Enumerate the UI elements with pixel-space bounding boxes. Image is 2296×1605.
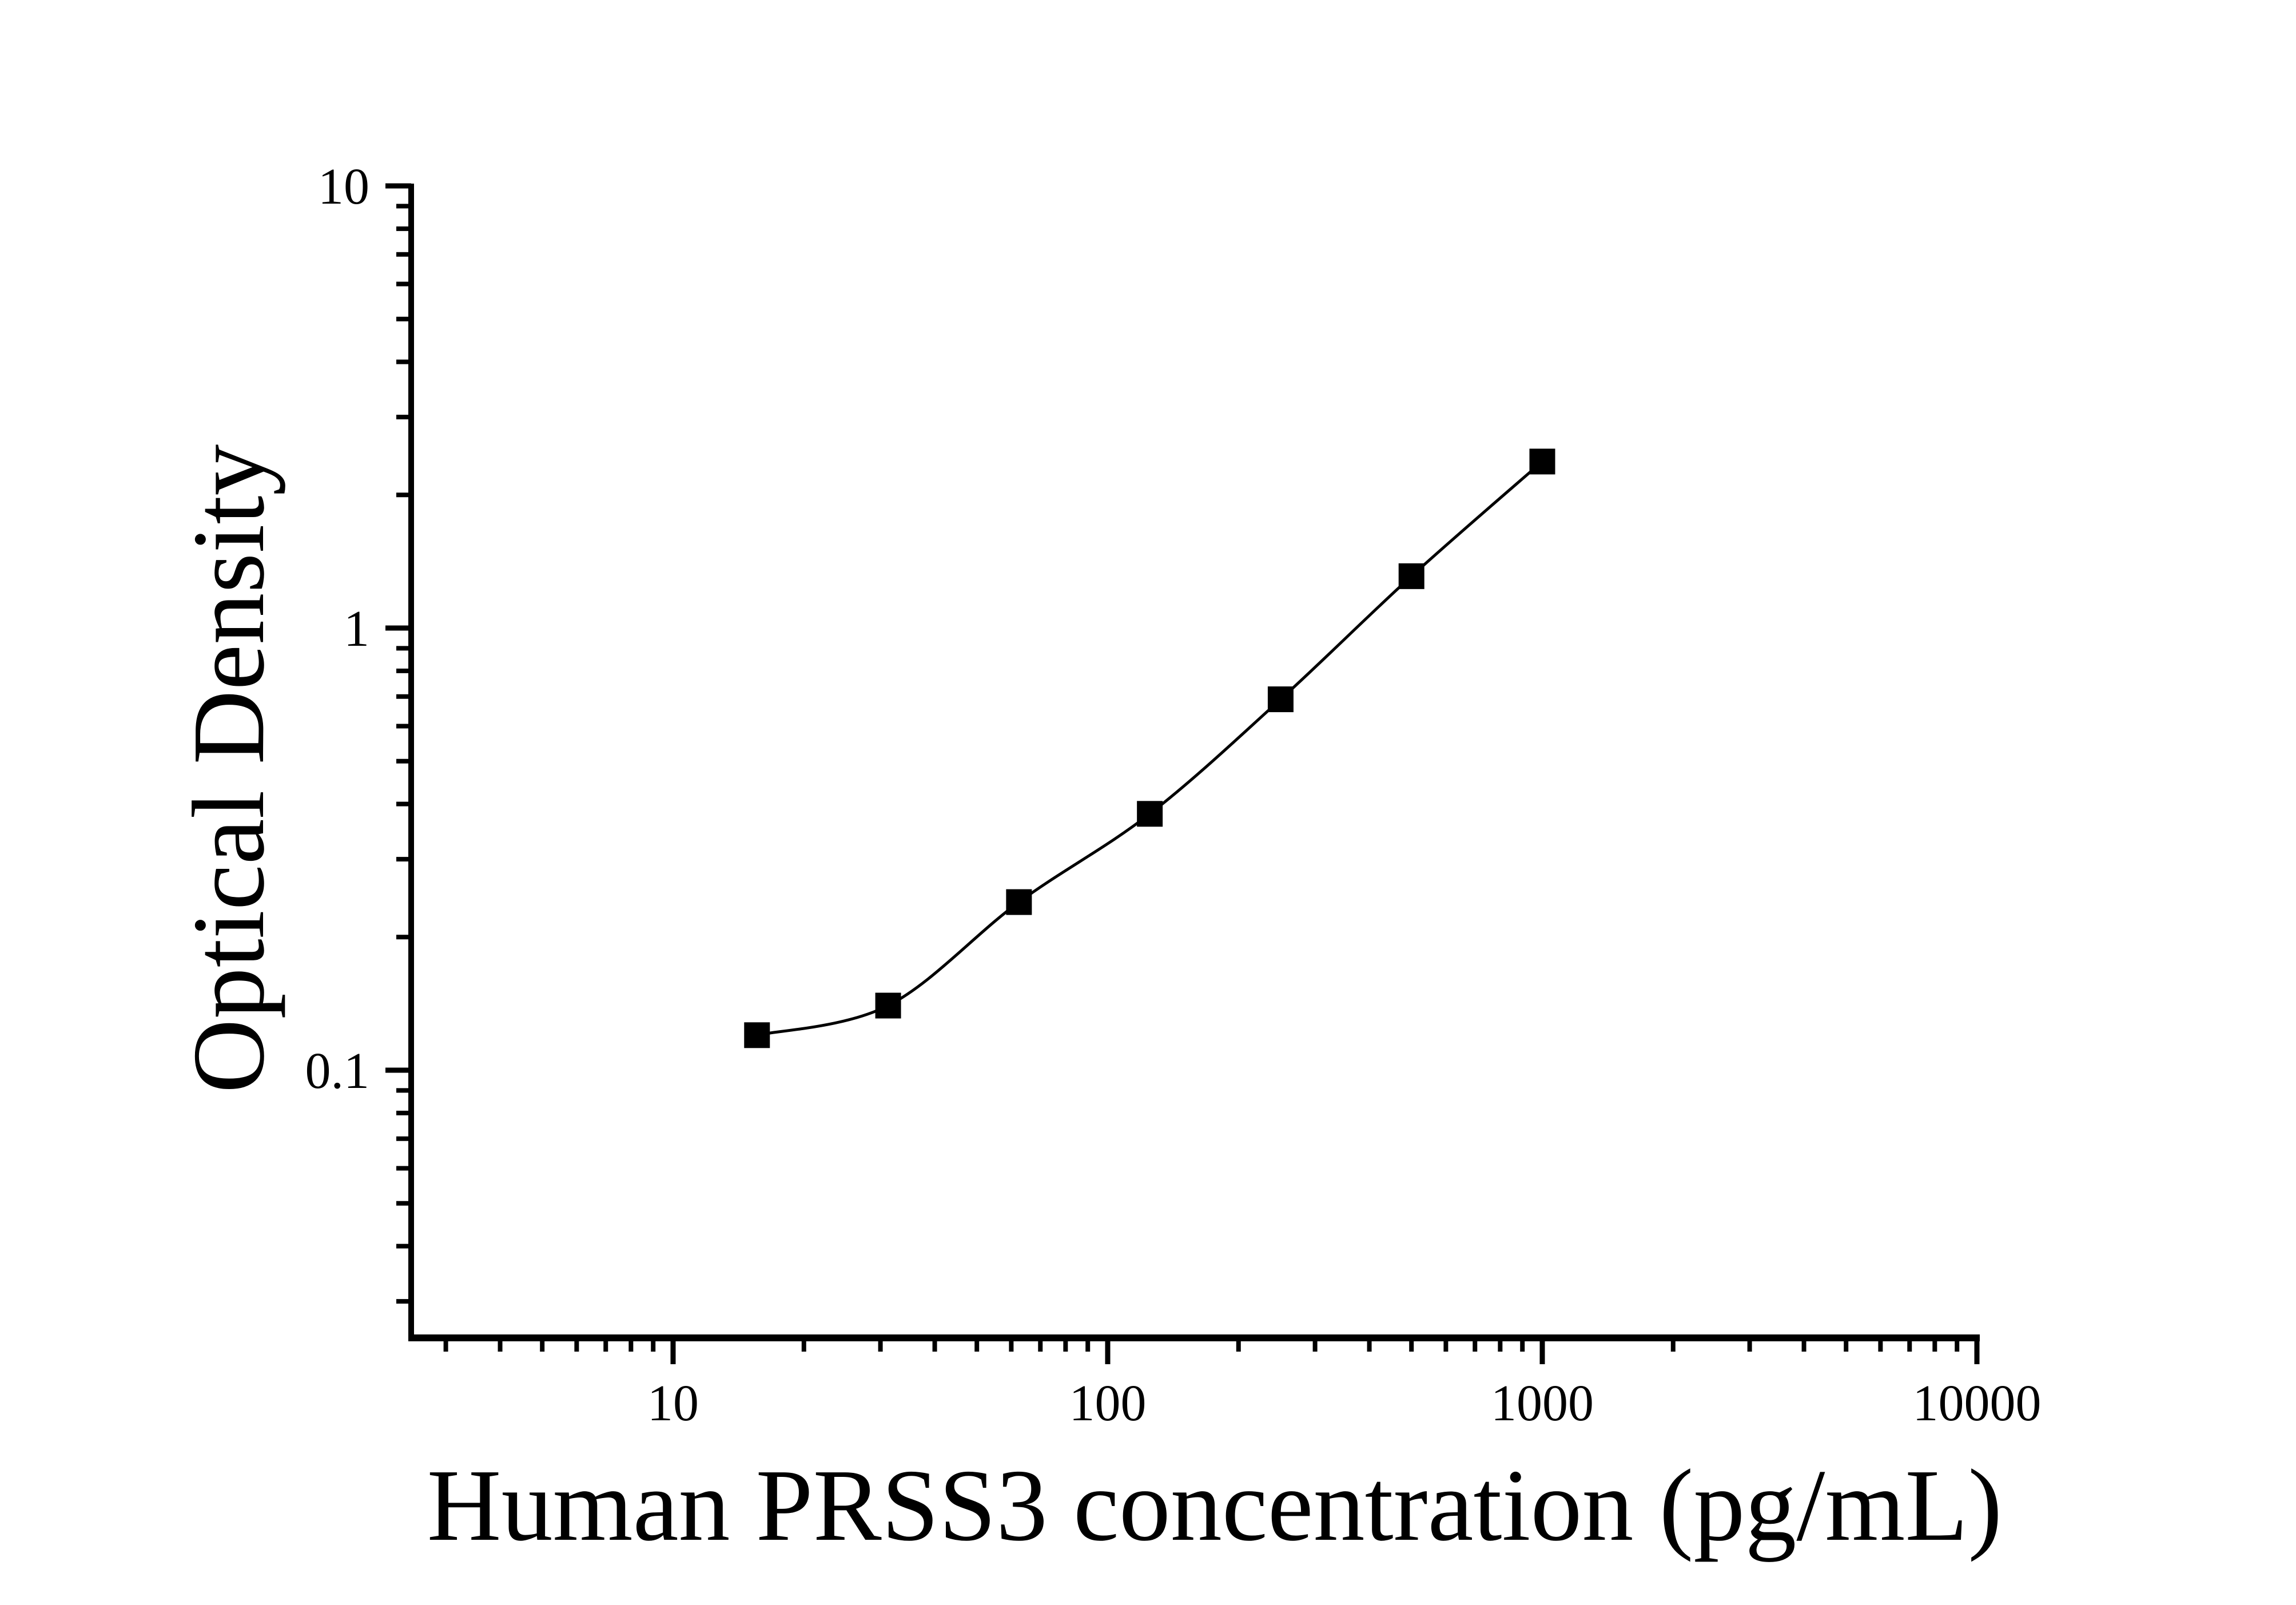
data-point-marker: [1267, 686, 1294, 713]
y-tick-label: 0.1: [305, 1043, 370, 1099]
x-axis-title: Human PRSS3 concentration (pg/mL): [427, 1448, 2003, 1562]
x-tick-label: 100: [1069, 1375, 1147, 1432]
data-point-marker: [875, 992, 901, 1019]
x-tick-label: 1000: [1491, 1375, 1594, 1432]
x-tick-label: 10: [647, 1375, 699, 1432]
series-layer: [744, 448, 1555, 1048]
y-tick-label: 10: [318, 158, 369, 215]
y-tick-label: 1: [344, 601, 369, 657]
x-tick-label: 10000: [1913, 1375, 2042, 1432]
standard-curve-line: [757, 460, 1543, 1037]
data-point-marker: [1398, 563, 1424, 589]
ticks-layer: 10 100 1000 10000 10 1 0.1: [305, 158, 2042, 1432]
data-point-marker: [1529, 448, 1555, 475]
data-point-marker: [1006, 889, 1032, 915]
y-axis-title: Optical Density: [172, 444, 285, 1094]
data-point-marker: [1137, 801, 1163, 827]
axes-layer: [408, 184, 1980, 1341]
data-point-marker: [744, 1022, 770, 1048]
